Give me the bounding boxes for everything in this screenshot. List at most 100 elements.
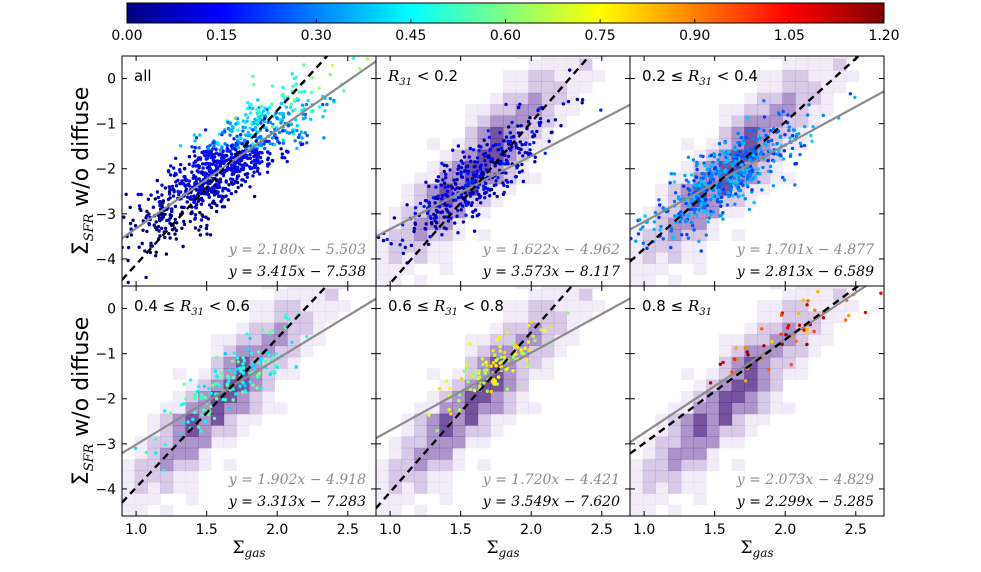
density-contour-cell xyxy=(642,493,656,506)
scatter-point xyxy=(455,172,460,176)
density-contour-cell xyxy=(414,217,428,230)
density-contour-cell xyxy=(528,402,542,415)
scatter-point xyxy=(456,231,460,235)
density-contour-cell xyxy=(477,138,491,151)
scatter-point xyxy=(764,133,768,138)
scatter-point xyxy=(219,371,223,375)
density-contour-cell xyxy=(414,470,428,483)
scatter-point xyxy=(263,359,267,363)
colorbar-tick-label: 0.00 xyxy=(111,28,142,44)
scatter-point xyxy=(781,175,785,180)
scatter-point xyxy=(750,146,754,150)
scatter-point xyxy=(227,167,231,171)
scatter-point xyxy=(714,172,718,176)
scatter-point xyxy=(459,208,463,212)
density-contour-cell xyxy=(223,379,237,392)
scatter-point xyxy=(524,141,528,145)
density-contour-cell xyxy=(757,311,771,324)
density-contour-cell xyxy=(782,92,796,105)
density-contour-cell xyxy=(490,368,504,381)
scatter-point xyxy=(412,229,416,234)
scatter-point xyxy=(389,242,393,246)
density-contour-cell xyxy=(744,413,758,426)
scatter-point xyxy=(461,220,466,224)
scatter-point xyxy=(199,218,204,222)
density-contour-cell xyxy=(185,402,199,415)
scatter-point xyxy=(508,131,512,135)
density-contour-cell xyxy=(782,92,796,105)
density-contour-cell xyxy=(401,229,415,242)
scatter-point xyxy=(194,203,199,207)
scatter-point xyxy=(193,154,197,158)
density-contour-cell xyxy=(566,300,580,312)
scatter-point xyxy=(342,89,346,93)
scatter-point xyxy=(634,239,638,243)
density-contour-cell xyxy=(287,368,301,381)
density-contour-cell xyxy=(541,81,555,94)
density-contour-cell xyxy=(757,126,771,139)
density-contour-cell xyxy=(553,104,567,117)
density-contour-cell xyxy=(820,300,834,312)
scatter-point xyxy=(290,72,294,76)
density-contour-cell xyxy=(452,172,466,185)
scatter-point xyxy=(231,156,236,160)
density-contour-cell xyxy=(452,402,466,415)
density-contour-cell xyxy=(439,390,453,403)
scatter-point xyxy=(769,169,773,174)
scatter-point xyxy=(811,125,815,129)
x-tick-label: 1.0 xyxy=(379,522,401,538)
scatter-point xyxy=(432,212,436,217)
scatter-point xyxy=(719,204,723,208)
density-contour-cell xyxy=(490,322,504,335)
density-contour-cell xyxy=(515,334,529,347)
scatter-point xyxy=(187,155,192,159)
scatter-point xyxy=(782,178,787,182)
scatter-point xyxy=(702,182,706,186)
scatter-point xyxy=(280,155,284,160)
density-contour-cell xyxy=(668,481,682,494)
scatter-point xyxy=(762,99,766,103)
scatter-point xyxy=(205,223,209,228)
scatter-point xyxy=(193,393,198,397)
scatter-point xyxy=(154,250,158,254)
density-contour-cell xyxy=(757,379,771,392)
density-contour-cell xyxy=(249,322,263,335)
density-contour-cell xyxy=(591,56,606,60)
scatter-point xyxy=(751,136,755,140)
density-contour-cell xyxy=(223,334,237,347)
density-contour-cell xyxy=(515,104,529,117)
scatter-point xyxy=(172,166,176,170)
scatter-point xyxy=(473,160,477,164)
density-contour-cell xyxy=(134,481,148,494)
scatter-point xyxy=(252,154,256,159)
density-contour-cell xyxy=(680,206,694,219)
scatter-point xyxy=(433,201,437,205)
density-contour-cell xyxy=(782,356,796,369)
scatter-point xyxy=(697,239,701,243)
fit-equation-gray: y = 2.180x − 5.503 xyxy=(228,242,366,258)
scatter-point xyxy=(528,116,532,120)
density-contour-cell xyxy=(249,379,263,392)
density-contour-cell xyxy=(452,413,466,426)
scatter-point xyxy=(533,155,537,159)
scatter-point xyxy=(709,212,713,217)
panel-frame xyxy=(629,285,885,517)
scatter-point xyxy=(258,117,262,121)
density-contour-cell xyxy=(757,356,771,369)
density-contour-cell xyxy=(630,240,644,253)
scatter-point xyxy=(251,106,255,111)
density-contour-cell xyxy=(833,56,847,60)
scatter-point xyxy=(129,227,133,231)
density-contour-cell xyxy=(718,413,733,426)
scatter-point xyxy=(251,74,255,79)
density-contour-cell xyxy=(401,183,415,196)
scatter-point xyxy=(190,145,194,149)
scatter-point xyxy=(192,161,196,165)
scatter-point xyxy=(496,175,500,180)
density-contour-cell xyxy=(706,436,720,449)
density-contour-cell xyxy=(528,104,542,117)
scatter-point xyxy=(168,411,173,415)
scatter-point xyxy=(263,116,267,121)
scatter-point xyxy=(686,155,691,159)
scatter-point xyxy=(779,313,784,317)
